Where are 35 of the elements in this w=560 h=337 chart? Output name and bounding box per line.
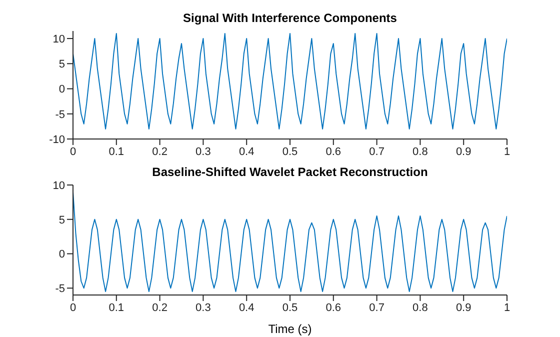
y-tick-label: 5 — [58, 214, 65, 226]
y-tick-label: 10 — [52, 180, 65, 192]
x-tick-label: 0 — [70, 302, 76, 314]
y-tick-label: 0 — [58, 248, 65, 261]
y-tick-label: 5 — [58, 58, 65, 71]
y-tick-label: -10 — [49, 134, 65, 146]
x-tick-label: 0.4 — [238, 146, 254, 158]
y-tick-label: -5 — [55, 108, 65, 121]
x-tick-label: 0.8 — [412, 146, 428, 158]
x-tick-label: 0.6 — [326, 146, 342, 158]
x-tick-label: 1 — [504, 146, 510, 158]
x-tick-label: 0.7 — [369, 302, 384, 314]
x-tick-label: 0 — [70, 146, 76, 158]
y-tick-label: 10 — [52, 33, 65, 46]
x-tick-label: 0.1 — [108, 146, 124, 158]
x-tick-label: 0.9 — [456, 146, 472, 158]
x-axis-title: Time (s) — [268, 322, 312, 336]
y-tick-label: 0 — [58, 84, 65, 96]
line-series — [73, 33, 507, 130]
x-tick-label: 0.2 — [152, 146, 168, 158]
x-tick-label: 0.3 — [196, 302, 211, 314]
x-tick-label: 0.7 — [369, 146, 384, 158]
x-tick-label: 0.5 — [282, 146, 298, 158]
x-tick-label: 0.3 — [196, 146, 211, 158]
x-tick-label: 1 — [504, 302, 510, 314]
x-tick-label: 0.1 — [108, 302, 124, 314]
x-tick-label: 0.4 — [238, 302, 254, 314]
y-tick-label: -5 — [55, 283, 65, 296]
chart-title: Signal With Interference Components — [182, 11, 398, 25]
x-tick-label: 0.2 — [152, 302, 168, 314]
chart-title: Baseline-Shifted Wavelet Packet Reconstruction — [151, 165, 429, 179]
x-tick-label: 0.9 — [456, 302, 472, 314]
x-tick-label: 0.8 — [412, 302, 428, 314]
x-tick-label: 0.6 — [326, 302, 342, 314]
x-tick-label: 0.5 — [282, 302, 298, 314]
